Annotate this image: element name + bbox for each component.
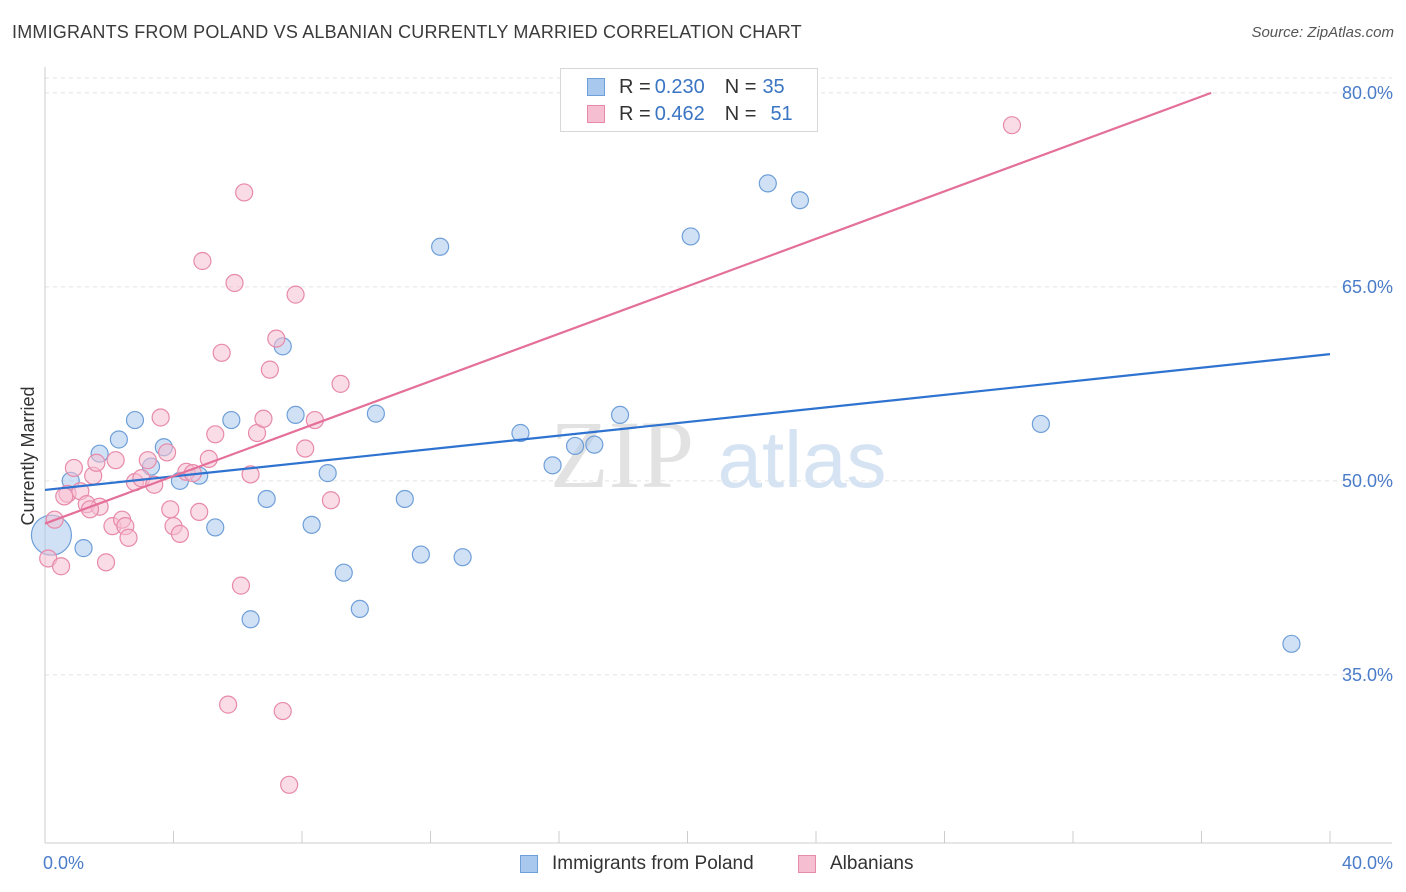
x-tick-label: 0.0%	[43, 853, 84, 873]
x-tick-label: 40.0%	[1342, 853, 1393, 873]
point-poland	[431, 237, 450, 256]
point-albanians	[106, 451, 125, 470]
legend-n-label: N =	[724, 102, 757, 125]
legend-r-value: 0.462	[654, 102, 705, 125]
point-albanians	[254, 409, 273, 428]
point-albanians	[96, 553, 116, 572]
point-albanians	[321, 491, 341, 510]
point-poland	[790, 191, 810, 210]
point-albanians	[64, 458, 84, 478]
stats-legend: R = 0.230 N = 35 R = 0.462 N = 51	[560, 68, 818, 132]
point-albanians	[138, 451, 157, 470]
legend-swatch-albanians	[587, 105, 605, 123]
legend-n-label: N =	[724, 75, 757, 98]
series-name-albanians: Albanians	[830, 853, 914, 874]
point-albanians	[235, 183, 254, 202]
point-poland	[222, 410, 241, 430]
series-swatch-albanians	[798, 855, 816, 873]
axes	[44, 67, 1392, 844]
point-albanians	[193, 251, 212, 271]
point-poland	[302, 515, 321, 534]
point-albanians	[241, 465, 260, 484]
point-poland	[257, 489, 276, 509]
legend-row-albanians: R = 0.462 N = 51	[587, 101, 793, 127]
point-albanians	[273, 701, 292, 721]
watermark-atlas: atlas	[718, 415, 887, 504]
series-legend-poland: Immigrants from Poland	[520, 851, 754, 877]
point-albanians	[170, 524, 190, 543]
point-albanians	[225, 273, 244, 293]
y-tick-label: 65.0%	[1342, 277, 1393, 297]
legend-r-label: R =	[619, 75, 651, 98]
point-poland	[366, 404, 385, 423]
chart-title: IMMIGRANTS FROM POLAND VS ALBANIAN CURRE…	[12, 22, 802, 42]
point-albanians	[280, 775, 299, 794]
point-poland	[1031, 414, 1050, 434]
y-tick-label: 35.0%	[1342, 665, 1393, 685]
point-albanians	[231, 576, 251, 595]
y-axis-label: Currently Married	[18, 386, 38, 525]
point-poland	[286, 405, 305, 425]
point-albanians	[190, 502, 209, 522]
point-poland	[511, 423, 530, 443]
source-credit: Source: ZipAtlas.com	[1251, 24, 1394, 41]
point-albanians	[331, 374, 350, 393]
point-albanians	[219, 695, 238, 714]
point-albanians	[151, 408, 170, 427]
point-poland	[411, 545, 430, 564]
point-poland	[585, 435, 604, 454]
legend-r-value: 0.230	[654, 75, 705, 98]
series-name-poland: Immigrants from Poland	[552, 853, 754, 874]
point-poland	[241, 610, 260, 629]
legend-n-value: 51	[770, 102, 793, 125]
point-poland	[758, 174, 777, 193]
point-poland	[453, 548, 472, 567]
trendline-poland	[44, 353, 1331, 492]
point-albanians	[286, 285, 305, 304]
legend-row-poland: R = 0.230 N = 35	[587, 74, 785, 100]
legend-swatch-poland	[587, 78, 605, 96]
watermark: ZIP atlas	[550, 401, 886, 508]
legend-n-value: 35	[762, 75, 785, 98]
point-poland	[109, 430, 128, 449]
point-albanians	[212, 343, 231, 362]
point-poland	[681, 227, 700, 246]
point-albanians	[260, 360, 279, 379]
y-tick-label: 50.0%	[1342, 471, 1393, 491]
point-poland	[395, 489, 414, 509]
point-albanians	[296, 439, 315, 458]
point-albanians	[267, 329, 286, 348]
legend-r-label: R =	[619, 102, 651, 125]
point-albanians	[87, 453, 106, 472]
point-poland	[318, 464, 337, 483]
point-poland	[74, 539, 93, 558]
point-albanians	[55, 487, 74, 506]
point-albanians	[157, 443, 177, 462]
point-poland	[543, 456, 562, 475]
point-albanians	[206, 425, 225, 444]
point-albanians	[1002, 116, 1022, 135]
point-poland	[334, 563, 353, 582]
point-poland	[125, 410, 145, 430]
y-tick-label: 80.0%	[1342, 83, 1393, 103]
series-swatch-poland	[520, 855, 538, 873]
point-albanians	[161, 500, 180, 519]
point-albanians	[119, 528, 138, 547]
series-legend-albanians: Albanians	[798, 851, 913, 877]
point-poland	[350, 599, 369, 619]
point-albanians	[51, 557, 71, 576]
trendline-albanians	[44, 91, 1212, 525]
point-poland	[1282, 634, 1301, 653]
point-poland	[206, 518, 225, 537]
point-poland	[610, 405, 630, 425]
point-poland	[565, 436, 585, 456]
